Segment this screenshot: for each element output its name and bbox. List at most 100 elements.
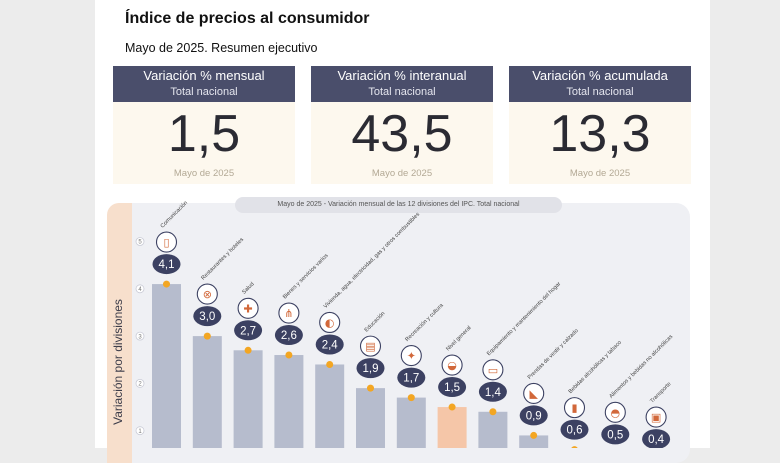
value-badge [152,254,181,275]
page-subtitle: Mayo de 2025. Resumen ejecutivo [125,41,318,55]
bar [519,435,549,448]
value-label: 0,9 [526,410,542,422]
bar-top-marker [326,360,334,368]
page-title: Índice de precios al consumidor [125,10,370,27]
category-label: Comunicación [160,200,189,229]
card-value: 1,5 [167,105,241,163]
bottle-icon [563,397,586,419]
basket-icon [441,354,463,376]
category-label: Prendas de vestir y calzado [527,328,580,381]
value-label: 0,4 [648,434,665,446]
bar [192,336,222,448]
bar [437,407,467,448]
bulb-icon [319,311,341,334]
category-label: Transporte [649,381,672,404]
card-title: Variación % mensual [143,68,265,83]
card-body: 43,5 Mayo de 2025 [311,102,493,184]
bar-chart: 1 2 3 4 5 4,1 ▯ Comunicación 3,0 ⊗ Restaurantes y … [135,200,674,448]
value-badge [356,358,385,379]
card-scope: Total nacional [170,86,238,98]
card-header: Variación % mensual Total nacional [113,66,295,102]
bar-top-marker [367,384,374,392]
value-badge [642,429,671,448]
dining-icon [196,283,218,305]
phone-icon-glyph: ▯ [163,236,169,249]
comb-icon-glyph: ⋔ [284,307,293,320]
card-scope: Total nacional [368,86,436,98]
sofa-icon [482,359,504,381]
shoe-icon [523,382,545,404]
ytick-marker [135,331,145,341]
ytick-marker [135,426,145,436]
card-header: Variación % interanual Total nacional [311,66,493,102]
card-title: Variación % acumulada [532,68,668,83]
comb-icon [278,302,300,324]
value-badge [397,367,426,388]
value-label: 2,7 [240,325,256,337]
card-cumulative: Variación % acumulada Total nacional 13,… [509,66,691,184]
category-label: Vivienda, agua, electricidad, gas y otro… [323,211,421,309]
dining-icon-glyph: ⊗ [203,288,212,301]
category-label: Restaurantes y hoteles [200,237,245,282]
phone-icon [155,231,178,253]
bar-top-marker [203,332,211,340]
card-value: 43,5 [351,105,453,163]
bar-top-marker [407,394,415,402]
value-badge [601,424,630,445]
value-badge [274,325,303,346]
theater-icon-glyph: ✦ [407,350,416,363]
card-header: Variación % acumulada Total nacional [509,66,691,102]
bar [274,355,304,448]
value-label: 1,5 [444,382,460,394]
bread-icon-glyph: ◓ [610,406,620,419]
book-icon [359,335,382,357]
value-label: 0,6 [567,425,583,437]
ytick-marker [135,237,145,246]
card-body: 1,5 Mayo de 2025 [113,102,295,184]
category-label: Equipamiento y mantenimiento del hogar [486,281,562,357]
bar [478,411,508,448]
bar-top-marker [163,280,170,288]
value-label: 3,0 [199,311,215,323]
card-yearly: Variación % interanual Total nacional 43… [311,66,493,184]
bar [233,350,263,448]
sofa-icon-glyph: ▭ [488,364,498,377]
shoe-icon-glyph: ◣ [529,387,538,400]
ytick-marker [135,378,145,388]
bar-top-marker [448,403,456,411]
value-badge [519,405,548,426]
category-label: Educación [364,311,387,334]
bar [356,388,385,448]
first-aid-icon-glyph: ✚ [243,302,252,315]
category-label: Bienes y servicios varios [282,253,330,301]
value-label: 1,9 [363,363,379,375]
ytick-label: 1 [138,429,142,435]
card-period: Mayo de 2025 [371,168,433,179]
value-label: 1,7 [403,373,419,385]
card-value: 13,3 [549,105,651,163]
bar [152,284,181,448]
value-badge [438,377,467,398]
bar-top-marker [489,408,497,416]
value-label: 2,4 [322,339,339,351]
category-label: Nivel general [445,325,472,352]
bread-icon [604,401,626,423]
value-badge [478,381,507,402]
card-monthly: Variación % mensual Total nacional 1,5 M… [113,66,295,184]
bus-icon-glyph: ▣ [651,411,661,424]
value-label: 1,4 [485,387,502,399]
bar-top-marker [285,351,293,359]
value-badge [193,306,222,327]
bar-top-marker [530,431,538,439]
ytick-label: 4 [138,287,142,293]
ytick-label: 5 [138,240,142,246]
card-period: Mayo de 2025 [569,168,631,179]
card-period: Mayo de 2025 [173,168,235,179]
value-label: 4,1 [159,259,175,271]
ytick-marker [135,284,145,294]
value-label: 2,6 [281,330,297,342]
bar [396,397,426,448]
card-title: Variación % interanual [337,68,467,83]
book-icon-glyph: ▤ [365,340,375,353]
bulb-icon-glyph: ◐ [325,316,335,329]
